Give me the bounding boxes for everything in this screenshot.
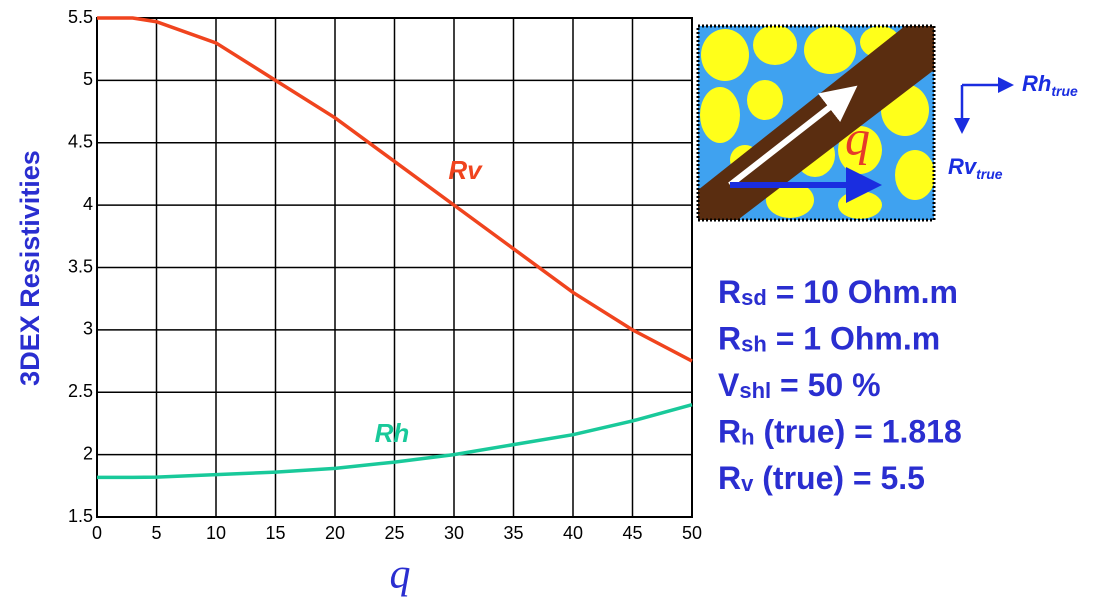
- rh-true-label: Rhtrue: [1022, 71, 1078, 99]
- x-tick-label: 35: [503, 523, 523, 543]
- subscript: h: [741, 424, 754, 449]
- x-tick-label: 15: [265, 523, 285, 543]
- y-tick-label: 2: [83, 443, 93, 463]
- subscript: sd: [741, 285, 767, 310]
- x-tick-label: 20: [325, 523, 345, 543]
- parameter-line: Rsh = 1 Ohm.m: [718, 321, 940, 357]
- parameter-line: Rv (true) = 5.5: [718, 460, 925, 496]
- y-tick-label: 3: [83, 319, 93, 339]
- inset-diagram: [698, 25, 935, 222]
- y-tick-label: 4.5: [68, 132, 93, 152]
- angle-label: q: [845, 109, 870, 165]
- series-label: Rh: [375, 418, 410, 448]
- subscript: shl: [739, 378, 771, 403]
- y-tick-label: 5.5: [68, 7, 93, 27]
- y-tick-label: 1.5: [68, 506, 93, 526]
- parameter-line: Rh (true) = 1.818: [718, 414, 962, 450]
- y-tick-label: 3.5: [68, 256, 93, 276]
- parameter-line: Vshl = 50 %: [718, 367, 881, 403]
- text: = 50 %: [771, 367, 880, 403]
- y-tick-label: 2.5: [68, 381, 93, 401]
- text: (true) = 5.5: [753, 460, 925, 496]
- x-axis-label: q: [390, 552, 411, 598]
- y-tick-label: 5: [83, 69, 93, 89]
- parameter-line: Rsd = 10 Ohm.m: [718, 274, 958, 310]
- subscript: sh: [741, 331, 767, 356]
- symbol: V: [718, 367, 740, 403]
- x-tick-label: 0: [92, 523, 102, 543]
- symbol: R: [718, 460, 741, 496]
- text: = 10 Ohm.m: [767, 274, 958, 310]
- rv-true-label: Rvtrue: [948, 154, 1003, 182]
- x-tick-label: 40: [563, 523, 583, 543]
- chart: q Rhtrue Rvtrue q 3DEX Resistivities Rsd…: [0, 0, 1100, 603]
- x-tick-label: 50: [682, 523, 702, 543]
- symbol: R: [718, 321, 741, 357]
- x-tick-label: 45: [622, 523, 642, 543]
- symbol: R: [718, 414, 741, 450]
- text: = 1 Ohm.m: [767, 321, 940, 357]
- y-tick-label: 4: [83, 194, 93, 214]
- x-tick-label: 25: [384, 523, 404, 543]
- subscript: v: [741, 471, 754, 496]
- axis-arrows: [962, 85, 1005, 125]
- x-tick-label: 30: [444, 523, 464, 543]
- x-tick-label: 5: [151, 523, 161, 543]
- text: (true) = 1.818: [755, 414, 962, 450]
- x-tick-label: 10: [206, 523, 226, 543]
- series-label: Rv: [448, 155, 483, 185]
- y-axis-label: 3DEX Resistivities: [15, 150, 45, 386]
- symbol: R: [718, 274, 741, 310]
